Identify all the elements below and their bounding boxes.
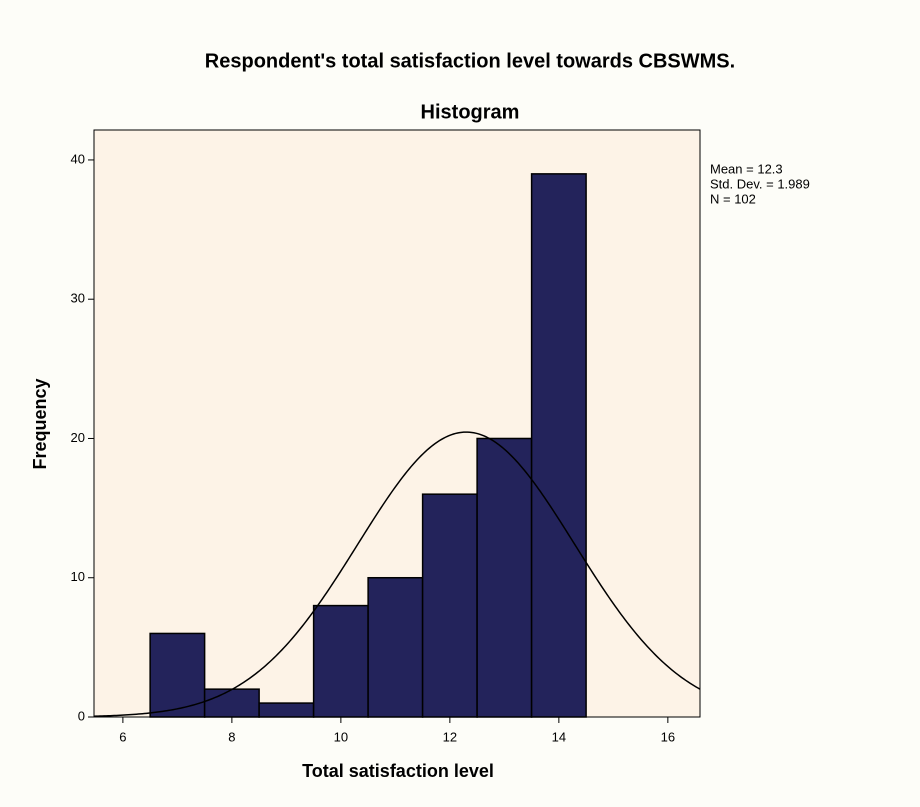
x-axis-label: Total satisfaction level xyxy=(302,761,494,781)
x-tick-label: 12 xyxy=(443,729,457,744)
chart-subtitle: Histogram xyxy=(421,101,520,123)
stat-label: Std. Dev. = 1.989 xyxy=(710,176,810,191)
bar xyxy=(258,702,315,718)
bar xyxy=(367,576,424,718)
stat-label: Mean = 12.3 xyxy=(710,161,783,176)
normal-curve xyxy=(93,431,701,717)
stat-label: N = 102 xyxy=(710,191,756,206)
bar xyxy=(476,437,533,718)
bar xyxy=(312,604,369,718)
bar xyxy=(530,173,587,718)
y-tick-label: 0 xyxy=(78,708,85,723)
y-tick-label: 30 xyxy=(71,291,85,306)
chart-title: Respondent's total satisfaction level to… xyxy=(205,50,735,72)
bar xyxy=(203,688,260,718)
x-tick-label: 16 xyxy=(661,729,675,744)
plot-frame xyxy=(93,129,701,718)
x-tick-label: 6 xyxy=(119,729,126,744)
y-axis-label: Frequency xyxy=(30,378,50,469)
y-tick-label: 40 xyxy=(71,151,85,166)
y-tick-label: 20 xyxy=(71,430,85,445)
x-tick-label: 8 xyxy=(228,729,235,744)
bar xyxy=(421,493,478,718)
x-tick-label: 14 xyxy=(552,729,566,744)
y-tick-label: 10 xyxy=(71,569,85,584)
x-tick-label: 10 xyxy=(334,729,348,744)
